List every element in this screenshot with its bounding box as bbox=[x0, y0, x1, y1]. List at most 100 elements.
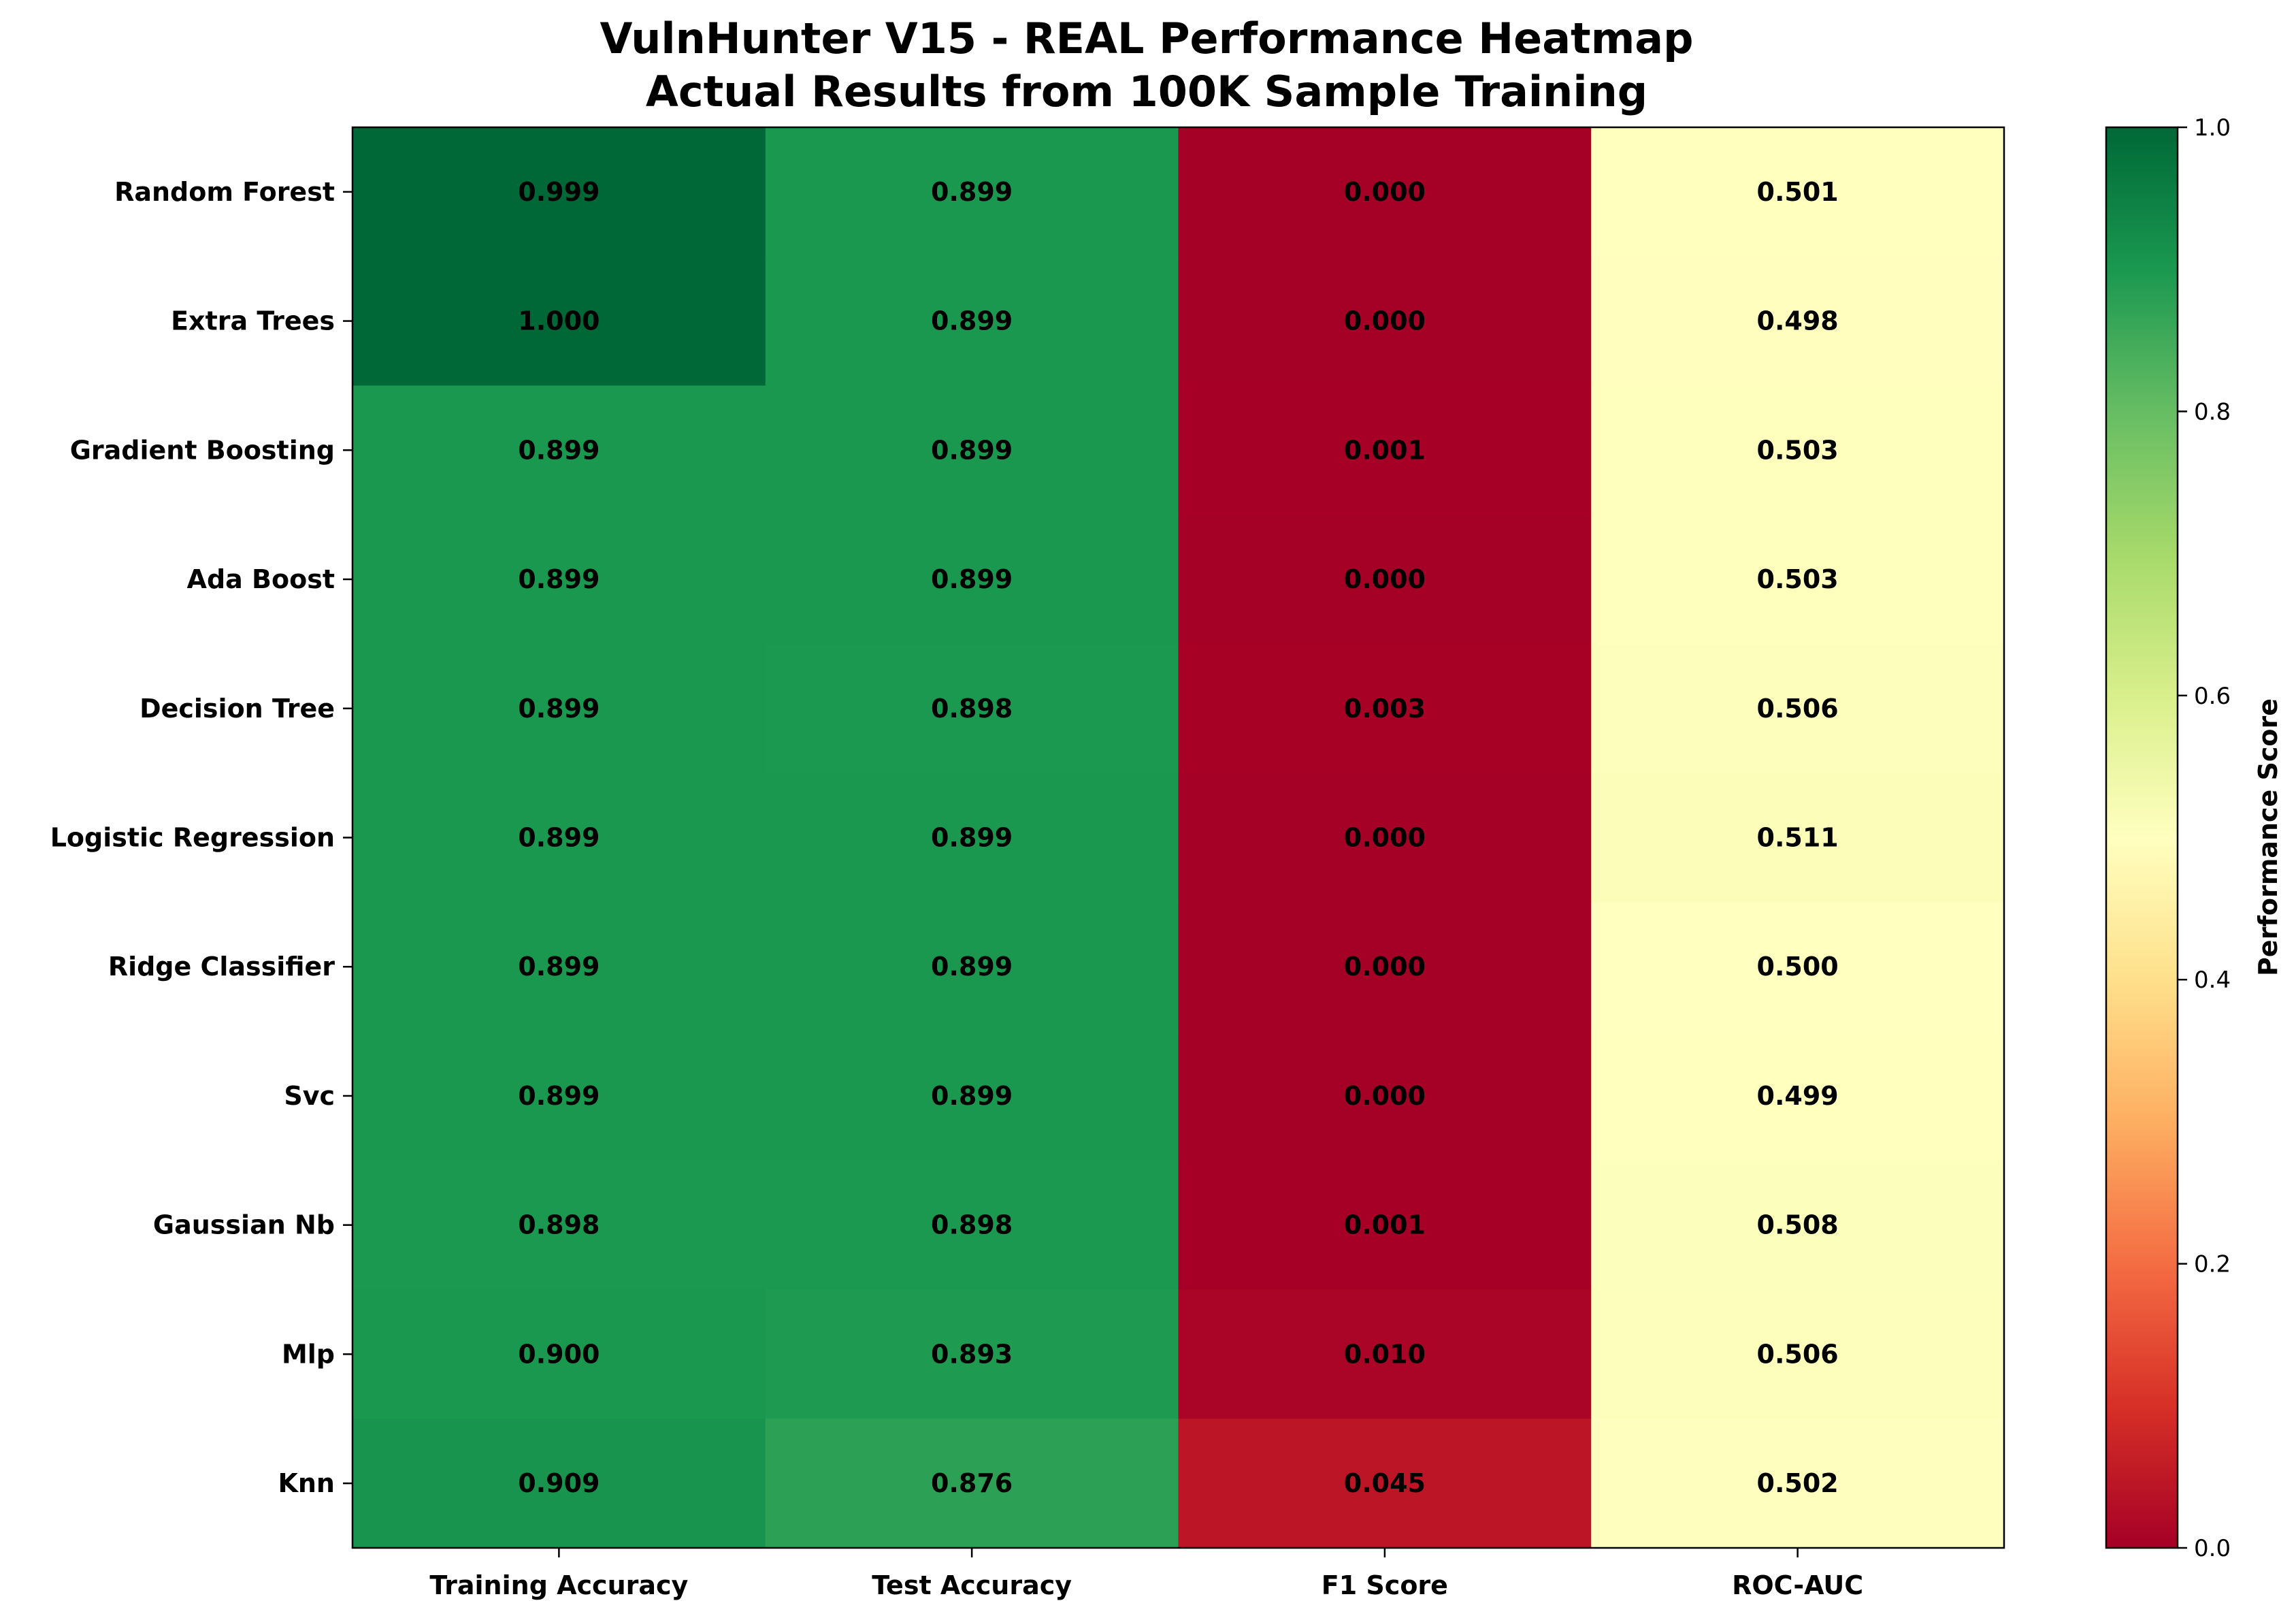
heatmap-cell bbox=[1178, 902, 1592, 1032]
colorbar-gradient bbox=[2105, 126, 2179, 1549]
cell-value-label: 0.899 bbox=[518, 564, 600, 594]
cell-value-label: 0.876 bbox=[931, 1468, 1013, 1498]
heatmap-cells bbox=[352, 127, 2005, 1549]
cell-value-label: 0.508 bbox=[1757, 1210, 1839, 1240]
heatmap-cell bbox=[352, 1031, 766, 1161]
heatmap-cell bbox=[765, 127, 1179, 257]
heatmap-cell bbox=[352, 127, 766, 257]
heatmap-cell bbox=[1178, 385, 1592, 515]
y-tick-label: Extra Trees bbox=[171, 306, 335, 336]
cell-value-label: 0.506 bbox=[1757, 694, 1839, 724]
cell-value-label: 0.899 bbox=[518, 694, 600, 724]
y-tick-label: Svc bbox=[284, 1081, 335, 1111]
heatmap-cell bbox=[1178, 1419, 1592, 1549]
row-labels: Random Forest Extra Trees Gradient Boostin… bbox=[50, 177, 352, 1498]
cell-value-label: 0.898 bbox=[518, 1210, 600, 1240]
cell-value-label: 0.499 bbox=[1757, 1081, 1839, 1111]
cell-value-label: 0.001 bbox=[1344, 435, 1426, 465]
cell-value-label: 0.506 bbox=[1757, 1339, 1839, 1369]
y-tick-label: Logistic Regression bbox=[50, 823, 335, 853]
heatmap-cell bbox=[1591, 1031, 2005, 1161]
colorbar: 0.0 0.2 0.4 0.6 0.8 1.0 Performance Score bbox=[2105, 114, 2283, 1562]
heatmap-cell bbox=[765, 1289, 1179, 1419]
heatmap-cell bbox=[1591, 1160, 2005, 1291]
colorbar-tick-label: 0.6 bbox=[2194, 683, 2231, 710]
cell-value-label: 0.899 bbox=[931, 952, 1013, 982]
heatmap-cell bbox=[1178, 1031, 1592, 1161]
cell-value-label: 0.899 bbox=[931, 177, 1013, 207]
cell-value-label: 0.899 bbox=[518, 952, 600, 982]
cell-value-label: 0.503 bbox=[1757, 564, 1839, 594]
heatmap-cell bbox=[765, 773, 1179, 903]
heatmap-cell bbox=[765, 902, 1179, 1032]
heatmap-cell bbox=[765, 1160, 1179, 1291]
plot-frame bbox=[351, 126, 2005, 1549]
cell-value-label: 0.000 bbox=[1344, 564, 1426, 594]
heatmap-cell bbox=[352, 643, 766, 774]
cell-value-label: 0.503 bbox=[1757, 435, 1839, 465]
cell-value-label: 0.000 bbox=[1344, 306, 1426, 336]
cell-value-label: 0.900 bbox=[518, 1339, 600, 1369]
y-tick-label: Ada Boost bbox=[187, 564, 335, 594]
colorbar-tick-label: 0.2 bbox=[2194, 1251, 2231, 1278]
x-tick-label: F1 Score bbox=[1322, 1570, 1448, 1600]
y-tick-label: Gaussian Nb bbox=[153, 1210, 335, 1240]
heatmap-cell bbox=[1178, 515, 1592, 645]
heatmap-cell bbox=[352, 1160, 766, 1291]
colorbar-label: Performance Score bbox=[2253, 698, 2283, 976]
heatmap-cell bbox=[1591, 902, 2005, 1032]
cell-value-label: 0.999 bbox=[518, 177, 600, 207]
colorbar-tick-label: 0.8 bbox=[2194, 398, 2231, 425]
heatmap-cell bbox=[1591, 643, 2005, 774]
cell-value-label: 0.000 bbox=[1344, 952, 1426, 982]
heatmap-cell bbox=[1591, 1289, 2005, 1419]
colorbar-ticks: 0.0 0.2 0.4 0.6 0.8 1.0 bbox=[2178, 114, 2231, 1562]
cell-value-label: 0.899 bbox=[518, 1081, 600, 1111]
chart-title-line1: VulnHunter V15 - REAL Performance Heatma… bbox=[600, 14, 1693, 63]
cell-value-label: 0.899 bbox=[931, 1081, 1013, 1111]
heatmap-cell bbox=[765, 256, 1179, 387]
heatmap-cell bbox=[1178, 643, 1592, 774]
cell-value-label: 0.898 bbox=[931, 694, 1013, 724]
cell-value-label: 0.501 bbox=[1757, 177, 1839, 207]
heatmap-cell bbox=[1178, 1160, 1592, 1291]
heatmap-cell bbox=[1591, 256, 2005, 387]
x-tick-label: ROC-AUC bbox=[1732, 1570, 1863, 1600]
heatmap-cell bbox=[1591, 515, 2005, 645]
cell-value-label: 0.498 bbox=[1757, 306, 1839, 336]
cell-value-label: 0.010 bbox=[1344, 1339, 1426, 1369]
heatmap-cell bbox=[1591, 385, 2005, 515]
heatmap-cell bbox=[1178, 256, 1592, 387]
heatmap-cell bbox=[1591, 1419, 2005, 1549]
heatmap-cell bbox=[352, 256, 766, 387]
cell-value-label: 0.899 bbox=[931, 306, 1013, 336]
cell-value-label: 0.045 bbox=[1344, 1468, 1426, 1498]
heatmap-cell bbox=[765, 515, 1179, 645]
heatmap-cell bbox=[1178, 773, 1592, 903]
column-labels: Training Accuracy Test Accuracy F1 Score RO… bbox=[429, 1548, 1863, 1600]
heatmap-cell bbox=[765, 643, 1179, 774]
cell-value-label: 0.899 bbox=[931, 435, 1013, 465]
cell-value-label: 0.502 bbox=[1757, 1468, 1839, 1498]
cell-value-label: 0.511 bbox=[1757, 823, 1839, 853]
y-tick-label: Gradient Boosting bbox=[70, 435, 335, 465]
cell-value-label: 0.500 bbox=[1757, 952, 1839, 982]
heatmap-cell bbox=[352, 1289, 766, 1419]
heatmap-cell bbox=[352, 773, 766, 903]
cell-value-label: 0.000 bbox=[1344, 1081, 1426, 1111]
x-tick-label: Test Accuracy bbox=[872, 1570, 1072, 1600]
heatmap-cell bbox=[765, 385, 1179, 515]
heatmap-cell bbox=[1591, 773, 2005, 903]
y-tick-label: Ridge Classifier bbox=[108, 952, 335, 982]
heatmap-cell-labels: 0.999 0.899 0.000 0.501 1.000 0.899 0.000 0.498… bbox=[518, 177, 1838, 1498]
cell-value-label: 0.893 bbox=[931, 1339, 1013, 1369]
y-tick-label: Random Forest bbox=[114, 177, 335, 207]
cell-value-label: 0.003 bbox=[1344, 694, 1426, 724]
heatmap-cell bbox=[352, 1419, 766, 1549]
colorbar-tick-label: 0.0 bbox=[2194, 1535, 2231, 1562]
cell-value-label: 0.899 bbox=[518, 435, 600, 465]
colorbar-tick-label: 1.0 bbox=[2194, 114, 2231, 142]
cell-value-label: 0.899 bbox=[931, 564, 1013, 594]
cell-value-label: 0.899 bbox=[931, 823, 1013, 853]
heatmap-cell bbox=[352, 385, 766, 515]
